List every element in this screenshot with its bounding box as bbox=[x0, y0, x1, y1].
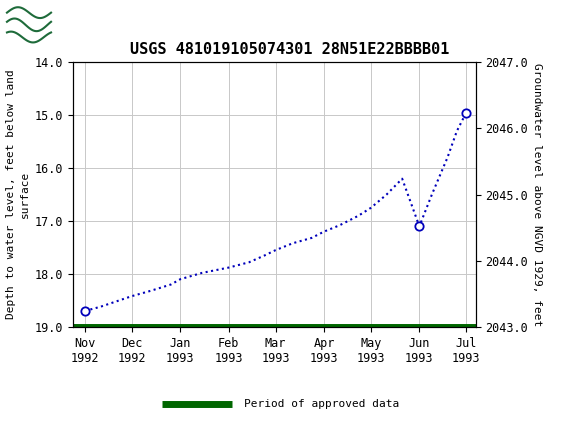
Text: Period of approved data: Period of approved data bbox=[244, 399, 399, 409]
Text: USGS: USGS bbox=[61, 12, 125, 33]
Text: USGS 481019105074301 28N51E22BBBB01: USGS 481019105074301 28N51E22BBBB01 bbox=[130, 42, 450, 57]
Y-axis label: Depth to water level, feet below land
surface: Depth to water level, feet below land su… bbox=[6, 70, 30, 319]
Y-axis label: Groundwater level above NGVD 1929, feet: Groundwater level above NGVD 1929, feet bbox=[532, 63, 542, 326]
FancyBboxPatch shape bbox=[5, 3, 54, 42]
